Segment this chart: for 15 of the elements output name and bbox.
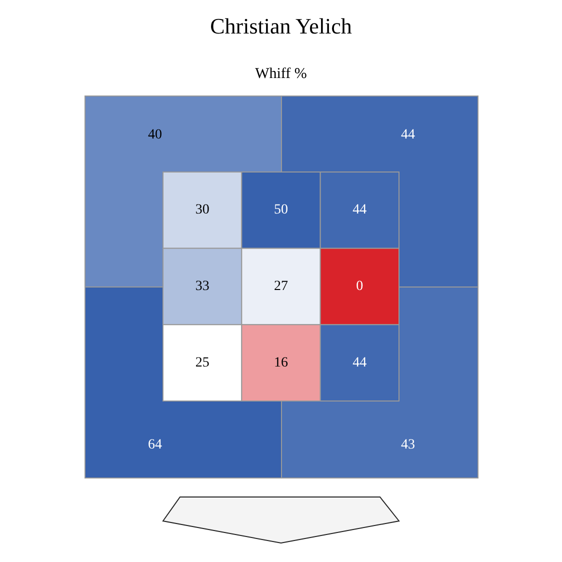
data-label: 30: [195, 202, 210, 218]
data-label: 44: [352, 355, 367, 370]
data-label: 27: [274, 279, 288, 294]
chart-title: Christian Yelich: [210, 14, 352, 38]
data-label: 16: [274, 355, 288, 370]
data-label: 44: [352, 202, 367, 218]
data-label: 44: [401, 128, 415, 142]
data-label: 64: [148, 438, 162, 452]
data-label: 0: [356, 279, 364, 294]
data-label: 40: [148, 128, 162, 142]
data-label: 50: [274, 202, 288, 218]
data-label: 33: [195, 279, 210, 294]
data-label: 25: [195, 355, 210, 370]
data-label: 43: [401, 438, 415, 452]
chart-subtitle: Whiff %: [255, 66, 307, 82]
